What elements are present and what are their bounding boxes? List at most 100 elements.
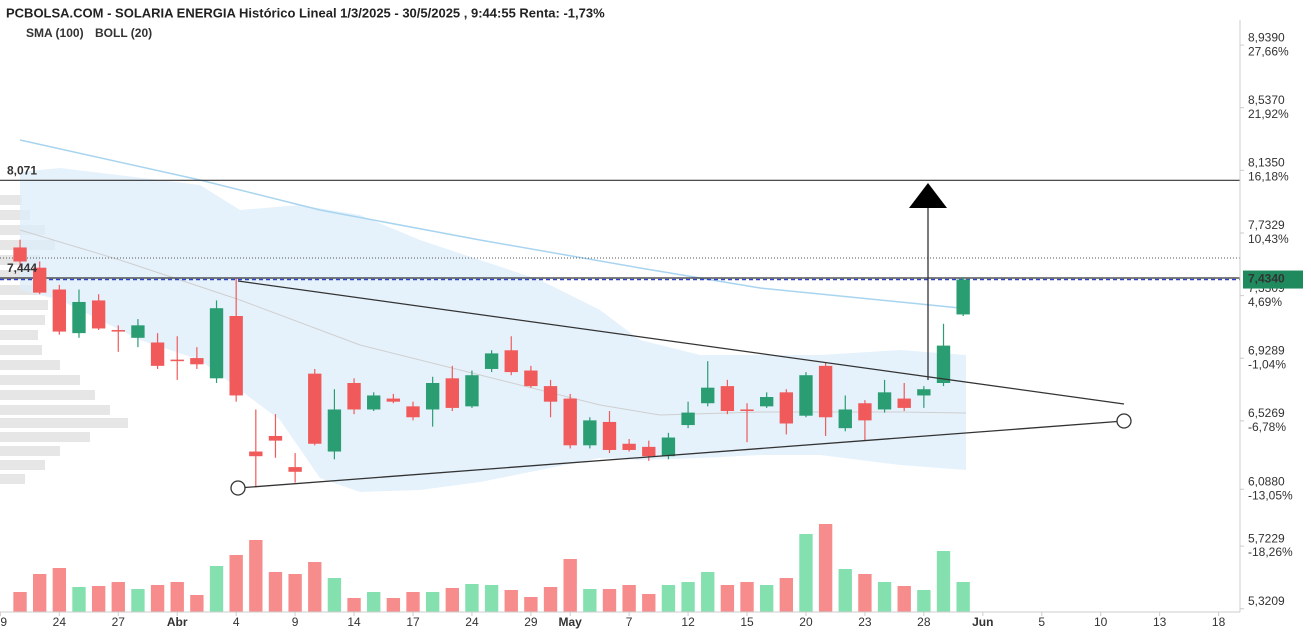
- candle-body: [209, 308, 224, 379]
- volume-bar: [543, 587, 558, 612]
- volume-bar: [209, 566, 224, 612]
- x-tick-label: 24: [465, 615, 479, 629]
- candle-body: [386, 398, 401, 402]
- volume-bar: [33, 574, 47, 612]
- volume-bar: [386, 598, 401, 612]
- volume-bar: [936, 551, 951, 612]
- y2-tick-label: 21,92%: [1248, 107, 1289, 121]
- candle-body: [406, 406, 420, 418]
- x-tick-label: 27: [112, 615, 126, 629]
- y2-tick-label: -18,26%: [1248, 545, 1293, 559]
- candle-body: [543, 386, 558, 402]
- volume-bar: [602, 589, 617, 612]
- candle-body: [347, 382, 361, 410]
- candle-body: [936, 345, 951, 383]
- volume-bar: [347, 598, 361, 612]
- volume-bar: [308, 562, 322, 612]
- candle-body: [308, 373, 322, 444]
- x-tick-label: 20: [799, 615, 813, 629]
- x-tick-label: 14: [347, 615, 361, 629]
- candle-body: [249, 451, 263, 457]
- candle-body: [858, 403, 872, 421]
- candle-body: [111, 330, 125, 332]
- candle-body: [504, 350, 518, 373]
- candle-body: [701, 387, 715, 404]
- plot: [0, 179, 1240, 612]
- volume-bar: [13, 592, 27, 612]
- volume-bar: [72, 587, 86, 612]
- candle-body: [52, 289, 67, 332]
- volume-bar: [229, 555, 243, 612]
- volume-bar: [425, 592, 440, 612]
- level-label: 8,071: [7, 163, 37, 177]
- x-tick-label: 10: [1094, 615, 1108, 629]
- x-tick-label: 7: [626, 615, 633, 629]
- candle-body: [818, 365, 833, 418]
- y-tick-label: 7,7329: [1248, 218, 1285, 232]
- last-price-box: [1243, 270, 1303, 289]
- volume-bar: [150, 585, 165, 612]
- x-tick-label: 19: [0, 615, 7, 629]
- candle-body: [759, 397, 774, 407]
- x-tick-label: 15: [740, 615, 754, 629]
- volume-bar: [858, 574, 872, 612]
- volume-bar: [190, 595, 204, 612]
- candle-body: [799, 375, 813, 416]
- sma-line: [19, 139, 961, 309]
- x-tick-label: 17: [406, 615, 420, 629]
- candle-body: [268, 435, 283, 441]
- candle-body: [465, 375, 479, 407]
- volume-bar: [701, 572, 715, 612]
- y-tick-label: 6,9289: [1248, 343, 1285, 357]
- y2-tick-label: 4,69%: [1248, 295, 1282, 309]
- x-tick-label: 23: [858, 615, 872, 629]
- legend-boll[interactable]: BOLL (20): [95, 26, 152, 40]
- y-tick-label: 8,5370: [1248, 93, 1285, 107]
- x-tick-label: 28: [917, 615, 931, 629]
- y-tick-label: 8,9390: [1248, 30, 1285, 44]
- volume-bar: [524, 597, 538, 612]
- volume-bar: [484, 585, 499, 612]
- volume-bar: [681, 582, 695, 612]
- candle-body: [583, 420, 597, 446]
- x-tick-label: 13: [1153, 615, 1167, 629]
- x-tick-label: 9: [292, 615, 299, 629]
- candle-body: [72, 301, 86, 334]
- legend-sma[interactable]: SMA (100): [26, 26, 84, 40]
- volume-bar: [917, 590, 931, 612]
- x-tick-label: Abr: [167, 615, 188, 629]
- volume-bar: [91, 586, 106, 612]
- candle-body: [367, 395, 381, 410]
- level-label: 7,444: [7, 261, 37, 275]
- volume-bar: [877, 582, 892, 612]
- volume-bar: [720, 585, 735, 612]
- x-tick-label: Jun: [972, 615, 993, 629]
- volume-bar: [131, 589, 145, 612]
- candle-body: [33, 267, 47, 293]
- candle-body: [602, 421, 617, 450]
- candle-body: [445, 378, 459, 408]
- candle-body: [897, 398, 911, 408]
- volume-bar: [642, 594, 656, 612]
- last-price-label: 7,4340: [1248, 272, 1285, 286]
- candle-body: [720, 386, 735, 412]
- candle-body: [170, 359, 184, 362]
- candle-body: [622, 443, 636, 450]
- candle-body: [956, 279, 970, 315]
- candle-body: [327, 409, 342, 452]
- volume-bar: [563, 559, 577, 612]
- candle-body: [917, 389, 931, 396]
- candle-body: [425, 382, 440, 410]
- x-tick-label: 5: [1038, 615, 1045, 629]
- volume-bar: [740, 582, 754, 612]
- candle-body: [91, 300, 106, 329]
- candle-body: [681, 412, 695, 426]
- volume-bar: [504, 590, 518, 612]
- volume-bar: [406, 592, 420, 612]
- x-tick-label: 29: [524, 615, 538, 629]
- y-tick-label: 5,7229: [1248, 531, 1285, 545]
- candle-body: [838, 409, 852, 429]
- volume-bar: [268, 572, 283, 612]
- volume-bar: [465, 584, 479, 612]
- y2-tick-label: -13,05%: [1248, 488, 1293, 502]
